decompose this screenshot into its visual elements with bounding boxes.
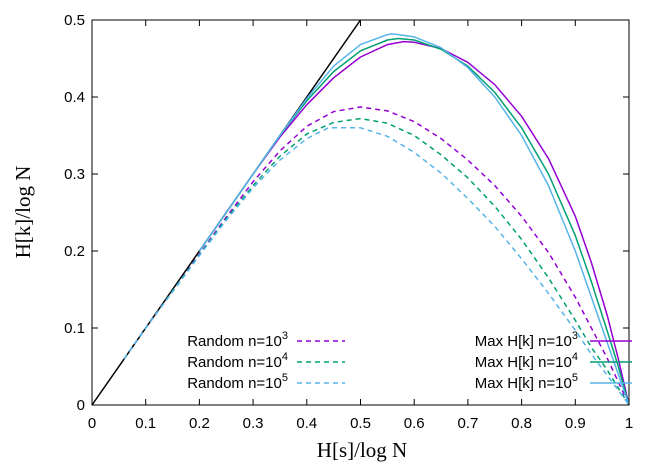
x-tick-label: 0.8: [511, 415, 532, 432]
y-tick-label: 0: [77, 397, 85, 414]
legend-label: Max H[k] n=103: [475, 330, 578, 350]
series-line-5: [198, 37, 630, 406]
x-tick-label: 1: [625, 415, 633, 432]
x-tick-label: 0.5: [350, 415, 371, 432]
legend-label: Max H[k] n=104: [475, 351, 578, 371]
x-tick-label: 0.2: [189, 415, 210, 432]
axes: 0 0.1 0.2 0.3 0.4 0.5 0.6 0.7 0.8 0.9 1 0 0.1 0.2 0.3 0…: [64, 12, 633, 432]
series-line-3: [123, 127, 630, 406]
y-tick-label: 0.1: [64, 320, 85, 337]
x-tick-label: 0.7: [457, 415, 478, 432]
x-tick-label: 0.4: [296, 415, 317, 432]
y-tick-label: 0.4: [64, 89, 85, 106]
legend-label: Max H[k] n=105: [475, 372, 578, 392]
series-line-1: [123, 106, 630, 406]
legend-label: Random n=103: [187, 330, 288, 350]
legend-label: Random n=105: [187, 372, 288, 392]
x-tick-label: 0.1: [135, 415, 156, 432]
x-tick-label: 0.3: [243, 415, 264, 432]
x-axis-label: H[s]/log N: [317, 438, 407, 462]
y-tick-label: 0.2: [64, 243, 85, 260]
x-tick-label: 0: [88, 415, 96, 432]
y-axis-label: H[k]/log N: [11, 166, 35, 259]
plot-layer: [91, 19, 630, 406]
series-line-2: [123, 117, 630, 406]
x-tick-label: 0.6: [404, 415, 425, 432]
y-tick-label: 0.5: [64, 12, 85, 29]
y-tick-label: 0.3: [64, 166, 85, 183]
series-line-6: [198, 33, 630, 406]
x-tick-label: 0.9: [565, 415, 586, 432]
legend-label: Random n=104: [187, 351, 288, 371]
